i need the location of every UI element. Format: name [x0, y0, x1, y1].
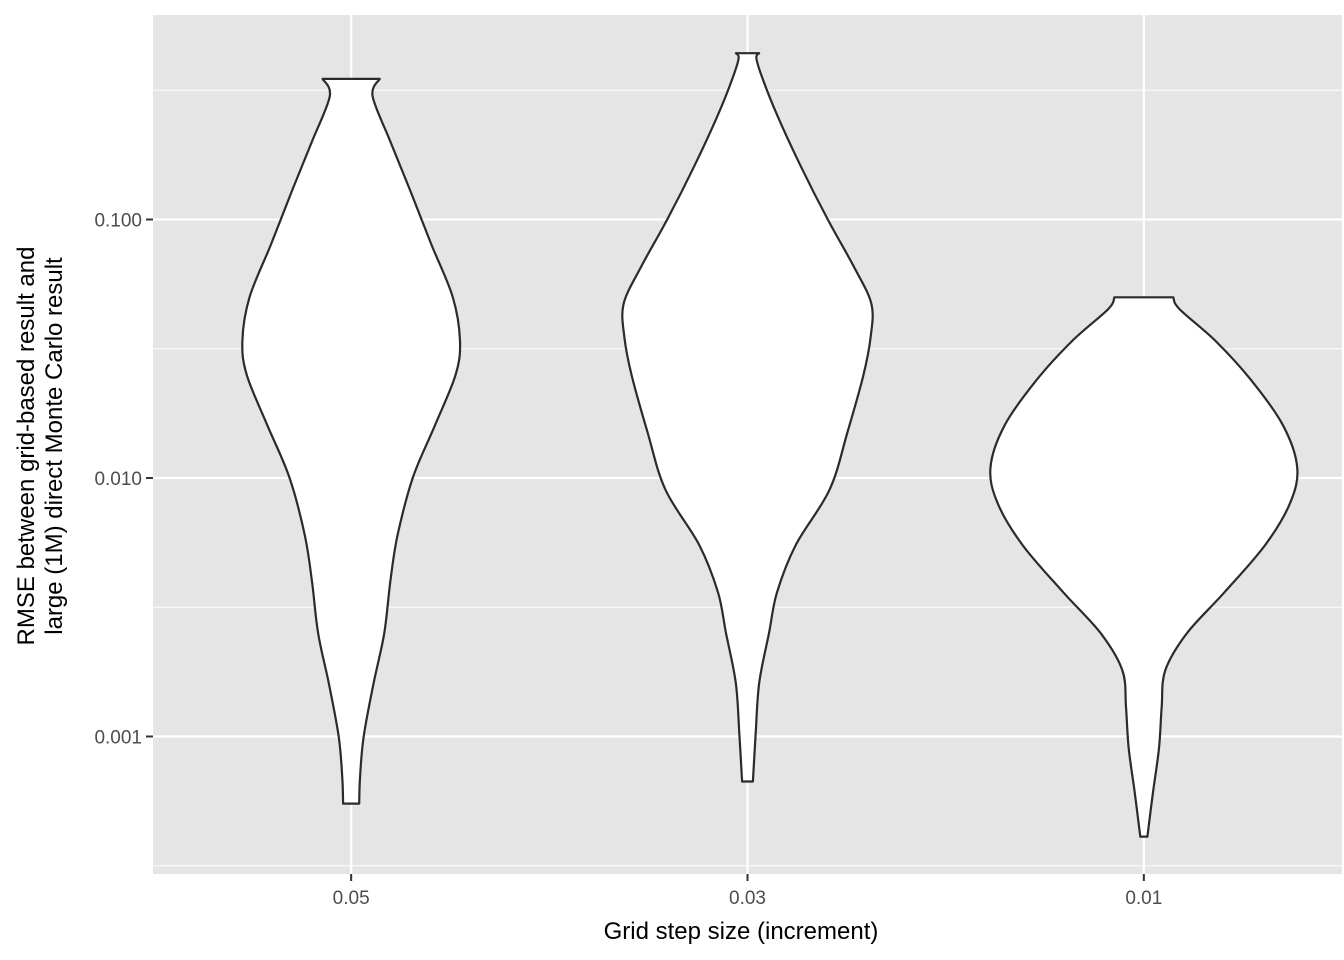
y-axis-title-line-2: large (1M) direct Monte Carlo result — [41, 257, 68, 635]
x-tick-label: 0.05 — [333, 888, 370, 909]
y-tick-label: 0.010 — [94, 469, 142, 490]
x-tick-label: 0.03 — [729, 888, 766, 909]
y-axis-title-line-1: RMSE between grid-based result and — [13, 247, 40, 646]
violins — [241, 52, 1299, 838]
y-tick-label: 0.100 — [94, 211, 142, 232]
x-axis-ticks: 0.05 0.03 0.01 — [333, 874, 1162, 909]
y-axis-title: RMSE between grid-based result and large… — [13, 247, 68, 646]
violin-0.05 — [241, 77, 462, 805]
y-axis-ticks: 0.001 0.010 0.100 — [94, 211, 153, 749]
x-axis-title: Grid step size (increment) — [604, 918, 879, 945]
violin-0.03 — [621, 52, 874, 783]
y-tick-label: 0.001 — [94, 728, 142, 749]
violin-0.01 — [989, 296, 1299, 838]
x-tick-label: 0.01 — [1125, 888, 1162, 909]
